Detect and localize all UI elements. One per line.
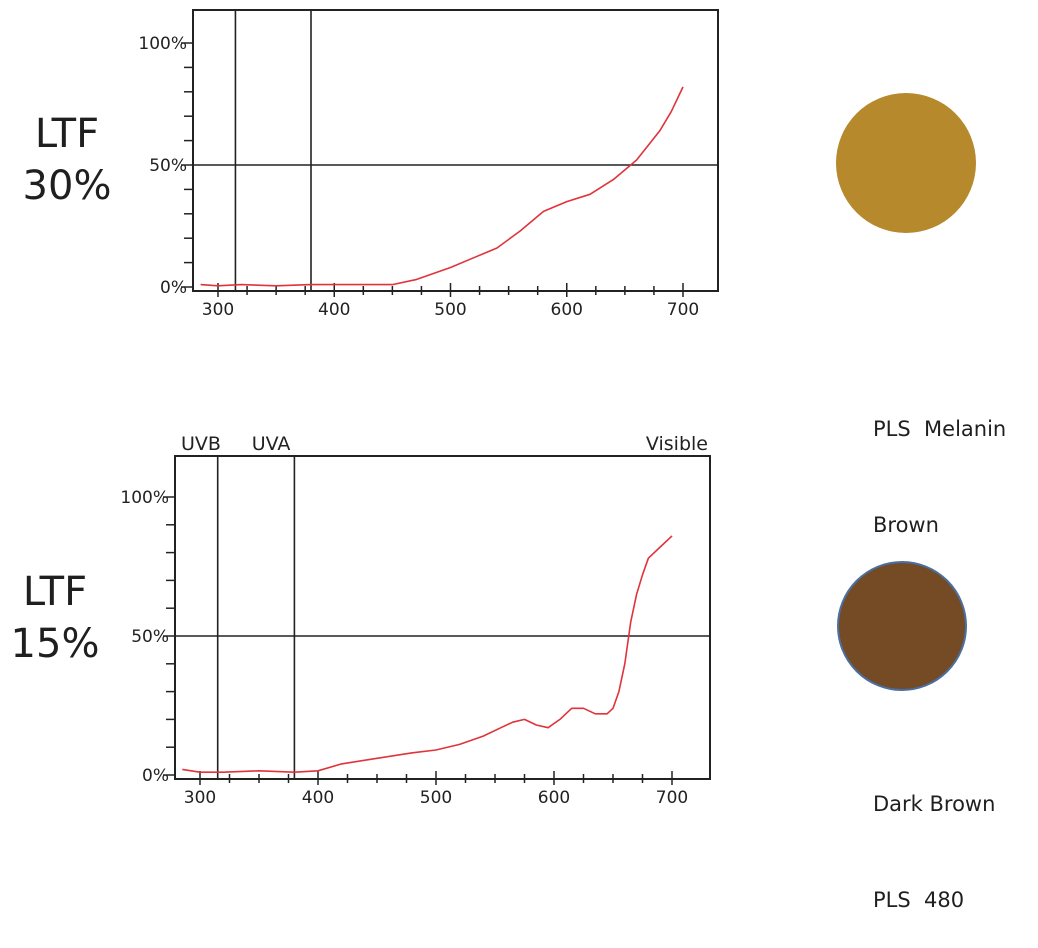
y-tick-label: 50%	[149, 156, 187, 176]
region-label: Visible	[646, 433, 708, 455]
plot-frame	[174, 455, 711, 780]
transmission-chart-30: 0% 50% 100% 300 400 500 600 700	[138, 9, 719, 320]
swatch-caption-dark-brown: Dark Brown PLS 480	[873, 724, 995, 948]
ltf-label-line1: LTF	[34, 111, 100, 157]
color-swatch-melanin-brown	[836, 93, 976, 233]
y-tick-label: 0%	[160, 278, 187, 298]
transmission-chart-15: 0% 50% 100% 300 400 500 600 700 UVB UVA Visible	[120, 433, 711, 808]
x-tick-label: 400	[302, 788, 334, 808]
x-tick-label: 600	[551, 300, 583, 320]
x-tick-label: 500	[434, 300, 466, 320]
ltf-label-line1: LTF	[22, 569, 88, 615]
region-label: UVB	[181, 433, 221, 455]
ltf-label-line2: 30%	[22, 163, 112, 209]
x-tick-label: 400	[318, 300, 350, 320]
x-tick-label: 300	[184, 788, 216, 808]
ltf-label-line2: 15%	[10, 621, 100, 667]
swatch-caption-line1: PLS Melanin	[873, 417, 1007, 441]
y-tick-label: 100%	[120, 488, 169, 508]
x-tick-label: 700	[667, 300, 699, 320]
transmission-curve	[182, 535, 673, 774]
ltf-label-15: LTF 15%	[0, 566, 110, 670]
x-tick-label: 300	[202, 300, 234, 320]
y-tick-label: 0%	[142, 766, 169, 786]
region-label: UVA	[252, 433, 291, 455]
x-tick-label: 500	[420, 788, 452, 808]
x-tick-label: 600	[538, 788, 570, 808]
color-swatch-dark-brown	[837, 561, 967, 691]
swatch-caption-line2: PLS 480	[873, 888, 965, 912]
x-tick-label: 700	[656, 788, 688, 808]
ltf-label-30: LTF 30%	[8, 108, 126, 212]
swatch-caption-line2: Brown	[873, 513, 939, 537]
transmission-curve	[200, 86, 684, 287]
plot-frame	[192, 9, 719, 292]
swatch-caption-melanin-brown: PLS Melanin Brown	[873, 349, 1006, 573]
swatch-caption-line1: Dark Brown	[873, 792, 996, 816]
y-tick-label: 50%	[131, 627, 169, 647]
y-tick-label: 100%	[138, 34, 187, 54]
